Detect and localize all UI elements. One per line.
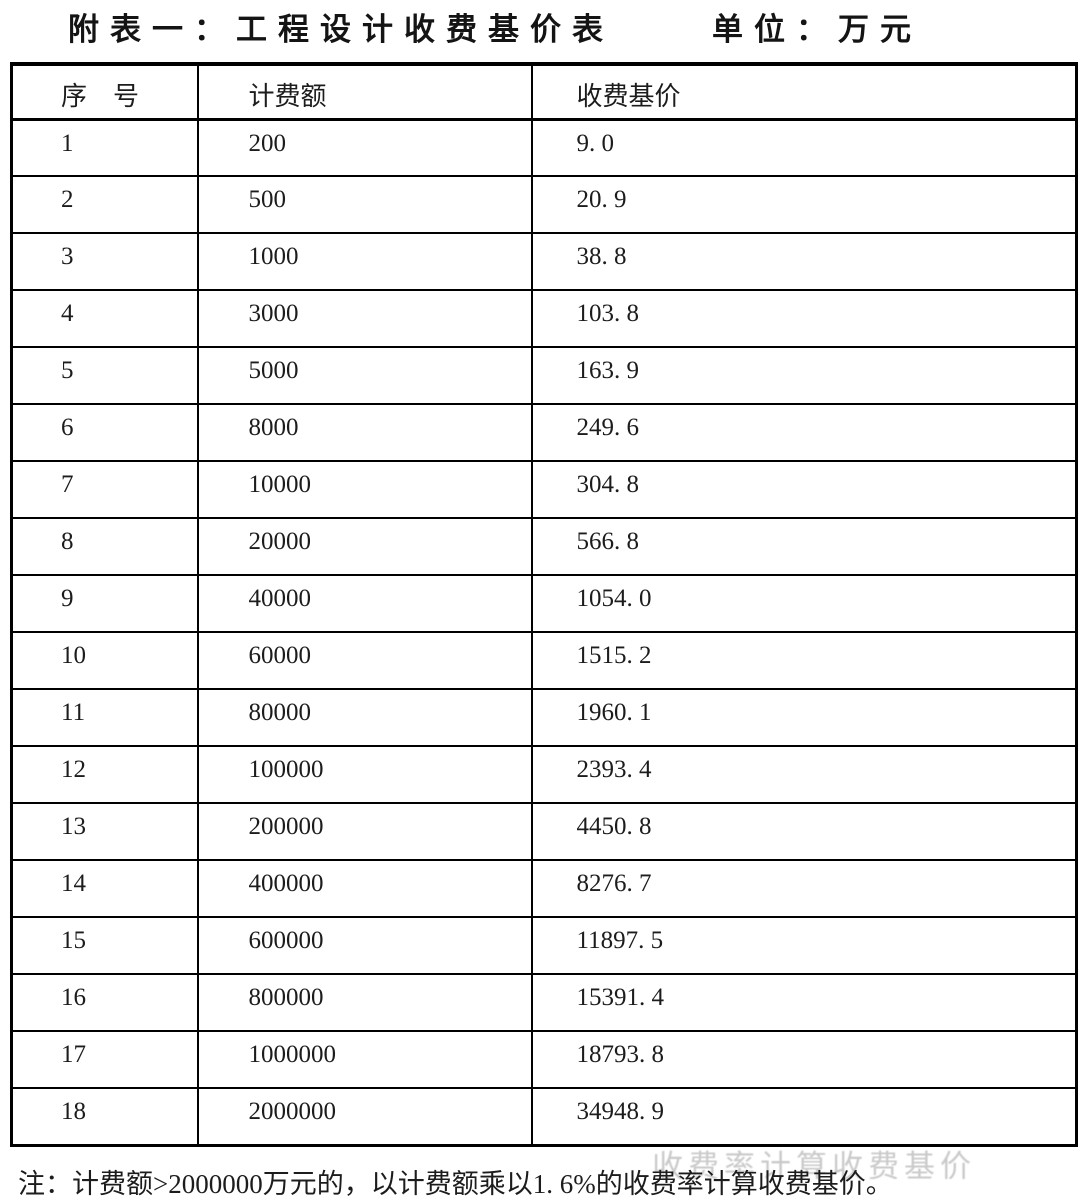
scan-ghost-artifact: 收费率计算收费基价 xyxy=(652,1149,976,1179)
cell-base-price: 249. 6 xyxy=(530,403,1078,462)
table-row: 2 500 20. 9 xyxy=(10,175,1078,234)
cell-serial-number: 15 xyxy=(10,916,199,975)
cell-serial-number: 17 xyxy=(10,1030,199,1089)
cell-serial-number: 16 xyxy=(10,973,199,1032)
table-row: 8 20000 566. 8 xyxy=(10,517,1078,576)
cell-serial-number: 1 xyxy=(10,118,199,177)
cell-base-price: 2393. 4 xyxy=(530,745,1078,804)
cell-base-price: 38. 8 xyxy=(530,232,1078,291)
title-line: 附表一：工程设计收费基价表 单位：万元 xyxy=(0,4,1080,50)
header-base-price: 收费基价 xyxy=(530,63,1078,121)
cell-base-price: 566. 8 xyxy=(530,517,1078,576)
table-row: 13 200000 4450. 8 xyxy=(10,802,1078,861)
table-row: 5 5000 163. 9 xyxy=(10,346,1078,405)
cell-billing-amount: 5000 xyxy=(196,346,533,405)
cell-base-price: 11897. 5 xyxy=(530,916,1078,975)
unit-label: 单位：万元 xyxy=(712,12,922,47)
cell-billing-amount: 800000 xyxy=(196,973,533,1032)
cell-billing-amount: 1000 xyxy=(196,232,533,291)
cell-serial-number: 8 xyxy=(10,517,199,576)
cell-billing-amount: 200000 xyxy=(196,802,533,861)
cell-billing-amount: 40000 xyxy=(196,574,533,633)
fee-table-header: 序 号 计费额 收费基价 xyxy=(10,63,1078,121)
header-row: 序 号 计费额 收费基价 xyxy=(10,63,1078,121)
cell-serial-number: 10 xyxy=(10,631,199,690)
cell-billing-amount: 100000 xyxy=(196,745,533,804)
cell-base-price: 1960. 1 xyxy=(530,688,1078,747)
cell-serial-number: 18 xyxy=(10,1087,199,1146)
footnote: 注：计费额>2000000万元的，以计费额乘以1. 6%的收费率计算收费基价。 xyxy=(18,1169,893,1199)
table-row: 4 3000 103. 8 xyxy=(10,289,1078,348)
table-row: 16 800000 15391. 4 xyxy=(10,973,1078,1032)
cell-billing-amount: 10000 xyxy=(196,460,533,519)
cell-billing-amount: 600000 xyxy=(196,916,533,975)
table-row: 9 40000 1054. 0 xyxy=(10,574,1078,633)
fee-table: 序 号 计费额 收费基价 1 200 9. 0 2 500 20. 9 3 1000 38. 8… xyxy=(10,62,1078,1147)
cell-billing-amount: 80000 xyxy=(196,688,533,747)
table-row: 3 1000 38. 8 xyxy=(10,232,1078,291)
cell-serial-number: 9 xyxy=(10,574,199,633)
cell-base-price: 9. 0 xyxy=(530,118,1078,177)
cell-billing-amount: 200 xyxy=(196,118,533,177)
cell-serial-number: 11 xyxy=(10,688,199,747)
cell-billing-amount: 400000 xyxy=(196,859,533,918)
table-row: 18 2000000 34948. 9 xyxy=(10,1087,1078,1146)
table-row: 1 200 9. 0 xyxy=(10,118,1078,177)
cell-serial-number: 12 xyxy=(10,745,199,804)
table-row: 6 8000 249. 6 xyxy=(10,403,1078,462)
cell-base-price: 1515. 2 xyxy=(530,631,1078,690)
table-row: 11 80000 1960. 1 xyxy=(10,688,1078,747)
cell-billing-amount: 500 xyxy=(196,175,533,234)
header-billing-amount: 计费额 xyxy=(196,63,533,121)
cell-billing-amount: 8000 xyxy=(196,403,533,462)
page-title: 附表一：工程设计收费基价表 xyxy=(68,12,614,47)
cell-base-price: 163. 9 xyxy=(530,346,1078,405)
cell-base-price: 304. 8 xyxy=(530,460,1078,519)
cell-billing-amount: 2000000 xyxy=(196,1087,533,1146)
cell-billing-amount: 1000000 xyxy=(196,1030,533,1089)
table-row: 7 10000 304. 8 xyxy=(10,460,1078,519)
cell-base-price: 15391. 4 xyxy=(530,973,1078,1032)
cell-billing-amount: 20000 xyxy=(196,517,533,576)
table-row: 10 60000 1515. 2 xyxy=(10,631,1078,690)
cell-billing-amount: 60000 xyxy=(196,631,533,690)
cell-serial-number: 13 xyxy=(10,802,199,861)
table-row: 17 1000000 18793. 8 xyxy=(10,1030,1078,1089)
cell-serial-number: 3 xyxy=(10,232,199,291)
cell-base-price: 103. 8 xyxy=(530,289,1078,348)
cell-base-price: 8276. 7 xyxy=(530,859,1078,918)
cell-base-price: 20. 9 xyxy=(530,175,1078,234)
header-serial-number: 序 号 xyxy=(10,63,199,121)
table-row: 14 400000 8276. 7 xyxy=(10,859,1078,918)
cell-base-price: 1054. 0 xyxy=(530,574,1078,633)
cell-serial-number: 4 xyxy=(10,289,199,348)
cell-base-price: 18793. 8 xyxy=(530,1030,1078,1089)
table-row: 15 600000 11897. 5 xyxy=(10,916,1078,975)
cell-base-price: 4450. 8 xyxy=(530,802,1078,861)
cell-serial-number: 6 xyxy=(10,403,199,462)
cell-serial-number: 7 xyxy=(10,460,199,519)
cell-billing-amount: 3000 xyxy=(196,289,533,348)
cell-serial-number: 2 xyxy=(10,175,199,234)
cell-base-price: 34948. 9 xyxy=(530,1087,1078,1146)
table-row: 12 100000 2393. 4 xyxy=(10,745,1078,804)
cell-serial-number: 5 xyxy=(10,346,199,405)
cell-serial-number: 14 xyxy=(10,859,199,918)
